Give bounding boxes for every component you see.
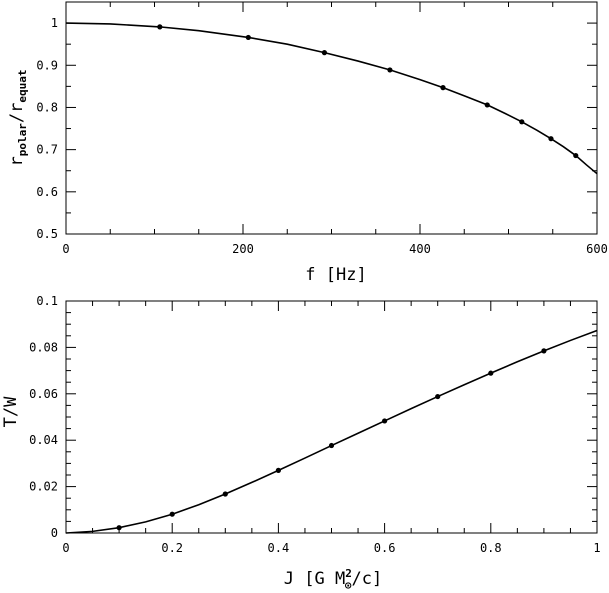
bottom-x-tick-label: 0.2	[161, 541, 183, 555]
top-data-point	[440, 85, 446, 91]
bottom-data-point	[169, 511, 175, 517]
bottom-x-axis-label: J [G M2 ⊙/c]	[284, 567, 382, 592]
top-ticks	[65, 1, 598, 235]
top-x-tick-labels: 0 200 400 600	[62, 242, 607, 256]
bottom-plot-frame	[65, 300, 598, 534]
bottom-y-tick-label: 0.02	[29, 480, 58, 494]
top-y-tick-label: 0.9	[36, 58, 58, 72]
bottom-x-tick-label: 1	[593, 541, 600, 555]
top-y-axis-label-sub2: equat	[16, 70, 29, 103]
bottom-x-axis-label-main: J [G M	[284, 569, 345, 589]
bottom-data-point	[541, 348, 547, 354]
bottom-x-axis-label-sup: 2	[345, 567, 352, 580]
bottom-y-tick-label: 0.04	[29, 433, 58, 447]
top-y-tick-label: 0.7	[36, 143, 58, 157]
top-x-tick-label: 0	[62, 242, 69, 256]
bottom-data-point	[328, 442, 335, 449]
bottom-x-tick-label: 0.8	[480, 541, 502, 555]
top-data-points	[157, 24, 579, 159]
top-y-axis-label-sub1: polar	[16, 123, 29, 156]
bottom-data-point	[435, 393, 441, 400]
top-y-axis-label-sep: /r	[7, 103, 27, 123]
top-data-point	[245, 34, 251, 41]
bottom-data-point	[222, 491, 228, 497]
bottom-y-axis-label: T/W	[1, 396, 21, 427]
top-data-point	[321, 50, 328, 56]
bottom-x-axis-label-sub: ⊙	[345, 579, 352, 592]
top-x-tick-label: 400	[409, 242, 431, 256]
top-y-tick-label: 0.8	[36, 100, 58, 114]
bottom-data-point	[116, 525, 122, 531]
bottom-y-tick-label: 0.06	[29, 387, 58, 401]
bottom-x-tick-label: 0.4	[268, 541, 290, 555]
top-x-axis-label: f [Hz]	[305, 265, 366, 285]
bottom-x-tick-labels: 0 0.2 0.4 0.6 0.8 1	[62, 541, 600, 555]
bottom-ticks	[65, 300, 598, 534]
top-y-tick-label: 0.6	[36, 185, 58, 199]
bottom-x-axis-label-tail: /c]	[351, 569, 382, 589]
top-y-tick-label: 0.5	[36, 227, 58, 241]
bottom-y-tick-label: 0.08	[29, 340, 58, 354]
bottom-y-tick-label: 0.1	[36, 294, 58, 308]
bottom-x-tick-label: 0.6	[374, 541, 396, 555]
top-x-tick-label: 200	[232, 242, 254, 256]
top-data-point	[548, 136, 554, 142]
top-data-point	[519, 119, 525, 125]
bottom-y-tick-labels: 0 0.02 0.04 0.06 0.08 0.1	[29, 294, 58, 540]
bottom-x-tick-label: 0	[62, 541, 69, 555]
top-chart-panel: 0 200 400 600 0.5 0.6 0.7 0.8 0.9 1 f [Hz] rpola…	[7, 1, 608, 285]
top-series-line	[65, 22, 598, 175]
top-y-axis-label-main: r	[7, 156, 27, 166]
bottom-chart-panel: 0 0.2 0.4 0.6 0.8 1 0 0.02 0.04 0.06 0.08 0.1 J [G…	[1, 294, 601, 592]
bottom-data-point	[275, 467, 281, 473]
top-data-point	[157, 24, 163, 30]
top-x-tick-label: 600	[586, 242, 608, 256]
bottom-y-tick-label: 0	[51, 526, 58, 540]
bottom-series-line	[65, 329, 598, 534]
top-y-tick-label: 1	[51, 16, 58, 30]
top-plot-frame	[65, 1, 598, 235]
bottom-data-point	[382, 418, 388, 424]
bottom-data-point	[488, 370, 494, 376]
bottom-data-points	[116, 348, 547, 531]
top-data-point	[484, 102, 490, 108]
top-y-tick-labels: 0.5 0.6 0.7 0.8 0.9 1	[36, 16, 58, 241]
top-y-axis-label: rpolar/requat	[7, 70, 29, 167]
top-data-point	[573, 152, 579, 159]
top-data-point	[387, 67, 393, 73]
